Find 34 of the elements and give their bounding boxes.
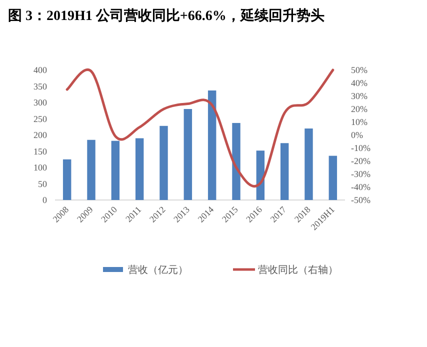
legend-label: 营收同比（右轴） (258, 264, 338, 276)
bar (280, 143, 289, 200)
bar (62, 159, 72, 200)
bar (111, 140, 120, 200)
y-tick-label: 250 (34, 114, 48, 124)
y-tick-label: 0 (42, 195, 48, 205)
bar (328, 156, 338, 200)
y2-tick-label: -50% (351, 195, 371, 205)
y2-tick-label: 0% (351, 130, 364, 140)
y2-tick-label: 30% (351, 91, 368, 101)
y2-tick-label: -20% (351, 156, 371, 166)
y-tick-label: 300 (34, 98, 48, 108)
bar (304, 128, 313, 200)
y-tick-label: 200 (34, 130, 48, 140)
y2-tick-label: 50% (351, 65, 368, 75)
y2-tick-label: -10% (351, 143, 371, 153)
bar (184, 109, 192, 200)
chart-title: 图 3：2019H1 公司营收同比+66.6%，延续回升势头 (8, 7, 324, 24)
y-tick-label: 150 (34, 146, 48, 156)
bar (135, 138, 144, 200)
legend-label: 营收（亿元） (128, 264, 188, 276)
y-tick-label: 400 (34, 65, 48, 75)
y-tick-label: 350 (34, 81, 48, 92)
y2-tick-label: -30% (351, 169, 371, 179)
y-tick-label: 50 (38, 178, 48, 189)
bar (87, 140, 96, 200)
y-tick-label: 100 (34, 162, 48, 172)
y2-tick-label: 20% (351, 104, 368, 114)
y2-tick-label: 40% (351, 78, 368, 88)
y2-tick-label: -40% (351, 182, 371, 192)
bar (232, 122, 240, 200)
y2-tick-label: 10% (351, 117, 368, 127)
bar (208, 90, 216, 200)
bar (160, 126, 168, 200)
